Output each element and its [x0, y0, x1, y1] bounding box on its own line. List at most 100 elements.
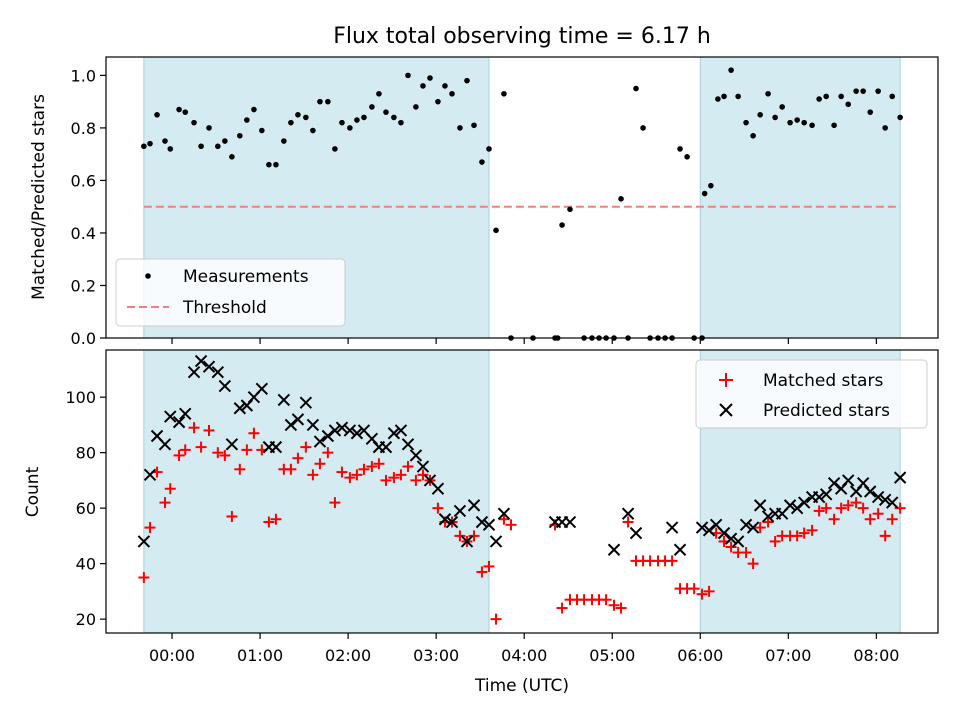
y-tick-label: 40 [76, 555, 96, 574]
matched-stars-point [138, 572, 150, 584]
matched-stars-point [454, 530, 466, 542]
measurement-point [831, 122, 837, 129]
matched-stars-point [144, 522, 156, 534]
predicted-stars-point [137, 535, 151, 548]
predicted-stars-point [335, 421, 349, 434]
predicted-stars-point [761, 510, 775, 523]
predicted-stars-point [313, 435, 327, 448]
matched-stars-point [344, 472, 356, 484]
predicted-stars-point [673, 543, 687, 556]
measurement-point [501, 90, 507, 97]
measurement-point [684, 153, 690, 160]
measurement-point [369, 104, 375, 110]
matched-stars-point [195, 441, 207, 453]
ratio-legend: Measurements Threshold [115, 258, 346, 327]
predicted-stars-point [812, 490, 826, 504]
predicted-stars-point [350, 427, 364, 440]
measurement-point [222, 138, 228, 144]
matched-stars-point [188, 422, 200, 434]
predicted-stars-point [321, 429, 335, 443]
predicted-stars-point [827, 476, 841, 490]
count-y-axis-label: Count [23, 466, 43, 517]
matched-stars-point [828, 513, 840, 525]
x-tick-label: 04:00 [501, 646, 547, 665]
predicted-stars-point [695, 521, 709, 534]
predicted-stars-point [489, 535, 503, 548]
measurement-point [154, 111, 160, 118]
measurement-point [721, 93, 727, 100]
matched-stars-point [608, 599, 620, 611]
predicted-stars-point [819, 488, 833, 501]
shaded-interval [143, 349, 490, 634]
x-tick-label: 08:00 [853, 646, 899, 665]
count-y-axis-ticks: 20 40 60 80 100 [65, 388, 106, 629]
matched-stars-point [351, 469, 363, 481]
y-tick-label: 100 [65, 388, 96, 407]
matched-stars-point [498, 513, 510, 525]
matched-stars-point [219, 449, 231, 461]
matched-stars-point [417, 469, 429, 481]
matched-stars-point [688, 583, 700, 595]
matched-stars-point [747, 558, 759, 570]
measurement-point [618, 196, 624, 202]
matched-stars-point [556, 602, 568, 614]
count-legend-box [695, 359, 928, 429]
measurement-point [317, 98, 323, 105]
measurement-point [354, 117, 360, 123]
matched-stars-point [666, 555, 678, 567]
measurement-point [147, 140, 153, 147]
predicted-stars-point [387, 427, 401, 440]
measurement-point [897, 114, 903, 121]
matched-stars-point [798, 527, 810, 539]
matched-stars-point [263, 516, 275, 528]
x-tick-label: 01:00 [237, 646, 283, 665]
predicted-stars-point [438, 513, 452, 526]
measurement-point [376, 90, 382, 97]
matched-stars-point [395, 469, 407, 481]
matched-stars-point [490, 613, 502, 625]
matched-stars-point [314, 458, 326, 470]
measurement-point [325, 98, 331, 105]
measurement-point [715, 96, 721, 102]
predicted-stars-point [164, 410, 177, 423]
measurement-point [191, 119, 197, 126]
measurement-point [493, 227, 499, 234]
measurement-point [779, 104, 785, 110]
measurement-point [251, 106, 257, 113]
x-tick-label: 03:00 [413, 646, 459, 665]
predicted-stars-point [394, 424, 408, 437]
predicted-stars-point [202, 360, 216, 373]
measurement-point [303, 114, 309, 121]
measurement-point [244, 117, 250, 123]
predicted-stars-point [665, 521, 679, 534]
matched-stars-point [842, 499, 854, 511]
measurement-point [215, 143, 221, 150]
x-tick-label: 07:00 [765, 646, 811, 665]
matched-stars-point [835, 502, 847, 514]
measurement-point [442, 83, 448, 89]
count-legend: Matched stars Predicted stars [695, 359, 928, 429]
matched-stars-point [322, 447, 334, 459]
legend-predicted-label: Predicted stars [763, 401, 890, 421]
measurement-point [176, 106, 182, 113]
legend-matched-marker [719, 373, 733, 387]
measurement-point [229, 153, 235, 160]
matched-stars-point [329, 497, 341, 509]
predicted-stars-point [416, 460, 430, 473]
matched-stars-point [879, 530, 891, 542]
count-x-axis-ticks: 00:00 01:00 02:00 03:00 04:00 05:00 06:00 07:00… [149, 633, 899, 665]
predicted-stars-point [467, 499, 481, 512]
predicted-stars-point [724, 532, 738, 545]
matched-stars-point [813, 505, 825, 517]
matched-stars-point [505, 519, 517, 531]
predicted-stars-point [460, 535, 474, 548]
predicted-stars-point [864, 485, 877, 498]
predicted-stars-point [194, 354, 208, 368]
matched-stars-point [615, 602, 627, 614]
predicted-stars-point [284, 418, 298, 432]
measurement-point [449, 90, 455, 97]
predicted-stars-point [790, 501, 804, 515]
matched-stars-point [769, 535, 781, 547]
measurement-point [633, 85, 639, 92]
predicted-stars-point [431, 482, 445, 495]
